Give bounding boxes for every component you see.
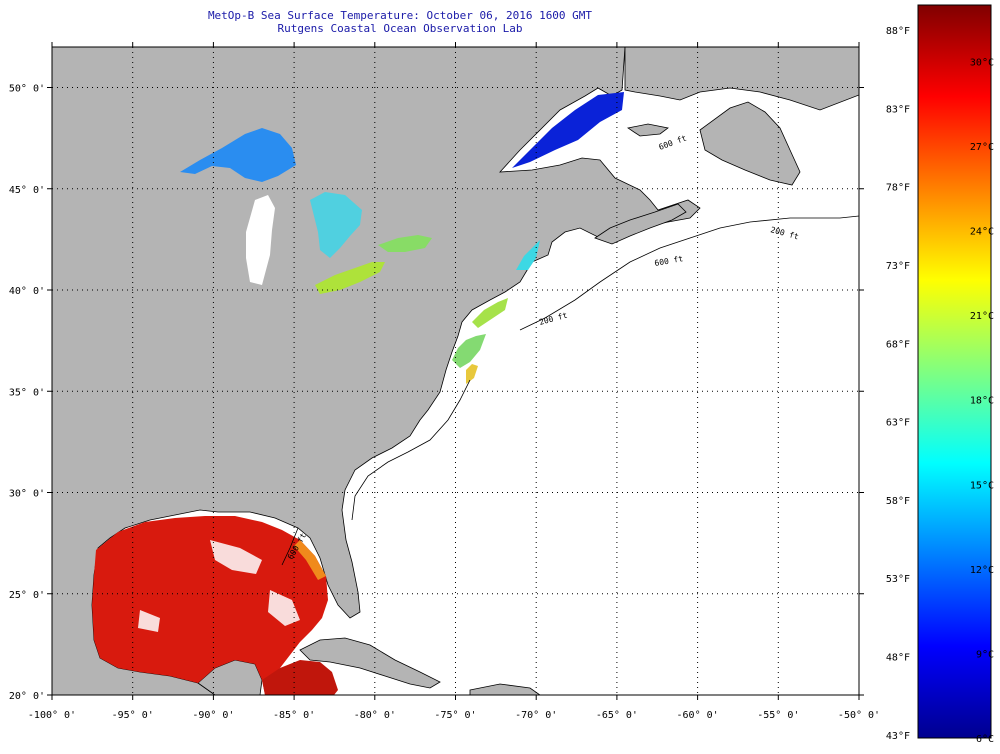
- colorbar-c-label: 30°C: [970, 57, 994, 68]
- sst-mid-atlantic-bight: [452, 334, 486, 368]
- lat-tick-label: 40° 0': [9, 286, 45, 297]
- lake-erie: [315, 262, 385, 294]
- land-labrador: [624, 47, 859, 111]
- sst-chesapeake-shelf: [466, 364, 478, 384]
- lon-tick-label: -50° 0': [838, 710, 880, 721]
- lon-tick-label: -70° 0': [515, 710, 557, 721]
- colorbar-f-label: 83°F: [886, 104, 910, 115]
- colorbar-f-label: 73°F: [886, 261, 910, 272]
- colorbar-c-label: 24°C: [970, 227, 994, 238]
- lat-tick-label: 45° 0': [9, 185, 45, 196]
- lon-tick-label: -100° 0': [28, 710, 76, 721]
- colorbar: [917, 4, 992, 739]
- sst-caribbean-patch: [262, 660, 338, 695]
- sst-gulf-of-mexico: [92, 516, 328, 695]
- colorbar-c-label: 18°C: [970, 396, 994, 407]
- map-title-line2: Rutgens Coastal Ocean Observation Lab: [277, 22, 523, 35]
- lat-tick-label: 35° 0': [9, 387, 45, 398]
- land-hispaniola: [469, 683, 541, 695]
- axis-ticks: [47, 42, 864, 700]
- st-lawrence-sst: [512, 92, 624, 168]
- isobath-southeast: [351, 379, 471, 521]
- colorbar-f-label: 63°F: [886, 418, 910, 429]
- lat-tick-label: 30° 0': [9, 489, 45, 500]
- lat-tick-label: 50° 0': [9, 84, 45, 95]
- sst-gulf-edge-orange: [294, 540, 326, 580]
- lon-tick-label: -95° 0': [112, 710, 154, 721]
- colorbar-c-label: 9°C: [976, 649, 994, 660]
- colorbar-fahrenheit-labels: 88°F 83°F 78°F 73°F 68°F 63°F 58°F 53°F 48°F 43°F: [886, 26, 910, 742]
- colorbar-f-label: 53°F: [886, 574, 910, 585]
- land-newfoundland: [699, 101, 801, 186]
- lon-tick-label: -80° 0': [354, 710, 396, 721]
- graticule: [52, 47, 859, 695]
- lon-tick-label: -60° 0': [677, 710, 719, 721]
- colorbar-c-label: 15°C: [970, 480, 994, 491]
- colorbar-c-label: 27°C: [970, 142, 994, 153]
- lon-tick-label: -85° 0': [273, 710, 315, 721]
- map-title-line1: MetOp-B Sea Surface Temperature: October…: [207, 9, 593, 22]
- colorbar-f-label: 48°F: [886, 653, 910, 664]
- lon-tick-label: -65° 0': [596, 710, 638, 721]
- lake-superior: [180, 128, 296, 182]
- latitude-axis-labels: 20° 0' 25° 0' 30° 0' 35° 0' 40° 0' 45° 0' 50° …: [9, 84, 45, 703]
- colorbar-f-label: 43°F: [886, 731, 910, 742]
- land-nova-scotia: [594, 203, 687, 245]
- isobath-northeast: [519, 215, 859, 331]
- colorbar-c-label: 12°C: [970, 565, 994, 576]
- colorbar-c-label: 6°C: [976, 734, 994, 745]
- sst-gulf-of-maine: [516, 240, 540, 270]
- land-anticosti: [626, 123, 669, 137]
- lon-tick-label: -75° 0': [434, 710, 476, 721]
- sst-southern-new-england: [472, 298, 508, 328]
- colorbar-f-label: 58°F: [886, 496, 910, 507]
- lon-tick-label: -55° 0': [757, 710, 799, 721]
- isobath-gulf: [281, 527, 299, 566]
- lake-ontario: [378, 235, 432, 252]
- lat-tick-label: 25° 0': [9, 590, 45, 601]
- colorbar-f-label: 68°F: [886, 339, 910, 350]
- colorbar-f-label: 78°F: [886, 183, 910, 194]
- colorbar-celsius-labels: 30°C 27°C 24°C 21°C 18°C 15°C 12°C 9°C 6°C: [970, 57, 994, 745]
- longitude-axis-labels: -100° 0' -95° 0' -90° 0' -85° 0' -80° 0' -75°…: [28, 710, 880, 721]
- lake-michigan-hole: [246, 195, 275, 285]
- colorbar-c-label: 21°C: [970, 311, 994, 322]
- sst-gulf-cloud-gaps: [138, 540, 300, 632]
- lat-tick-label: 20° 0': [9, 691, 45, 702]
- lon-tick-label: -90° 0': [192, 710, 234, 721]
- colorbar-f-label: 88°F: [886, 26, 910, 37]
- land-cuba: [299, 637, 441, 689]
- lake-huron: [310, 192, 362, 258]
